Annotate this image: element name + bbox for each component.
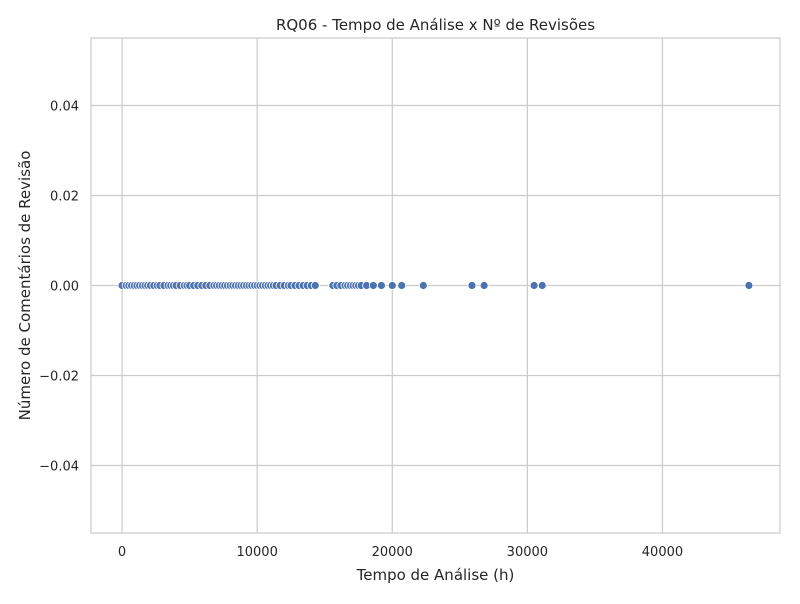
y-tick-label: −0.02 (39, 370, 79, 385)
data-point (310, 281, 320, 290)
grid-lines (91, 38, 780, 533)
data-point (529, 281, 539, 290)
y-tick-label: 0.00 (50, 280, 79, 295)
y-tick-label: −0.04 (39, 460, 79, 475)
data-point (479, 281, 489, 290)
x-tick-labels: 0 10000 20000 30000 40000 (118, 545, 683, 560)
x-tick-label: 40000 (642, 545, 683, 560)
data-point (467, 281, 477, 290)
data-point (418, 281, 428, 290)
data-point (397, 281, 407, 290)
data-point (537, 281, 547, 290)
chart-title: RQ06 - Tempo de Análise x Nº de Revisões (276, 16, 595, 34)
plot-frame (90, 37, 781, 534)
y-axis-label: Número de Comentários de Revisão (16, 151, 34, 421)
y-tick-label: 0.02 (50, 190, 79, 205)
data-point (377, 281, 386, 290)
data-points (117, 281, 754, 290)
data-point (368, 281, 378, 290)
x-tick-label: 30000 (507, 545, 548, 560)
data-point (744, 281, 754, 290)
x-axis-label: Tempo de Análise (h) (356, 566, 515, 584)
y-tick-label: 0.04 (50, 100, 79, 115)
y-tick-labels: −0.04 −0.02 0.00 0.02 0.04 (39, 100, 79, 475)
x-tick-label: 10000 (236, 545, 277, 560)
x-tick-label: 20000 (372, 545, 413, 560)
data-point (387, 281, 397, 290)
x-tick-label: 0 (118, 545, 126, 560)
